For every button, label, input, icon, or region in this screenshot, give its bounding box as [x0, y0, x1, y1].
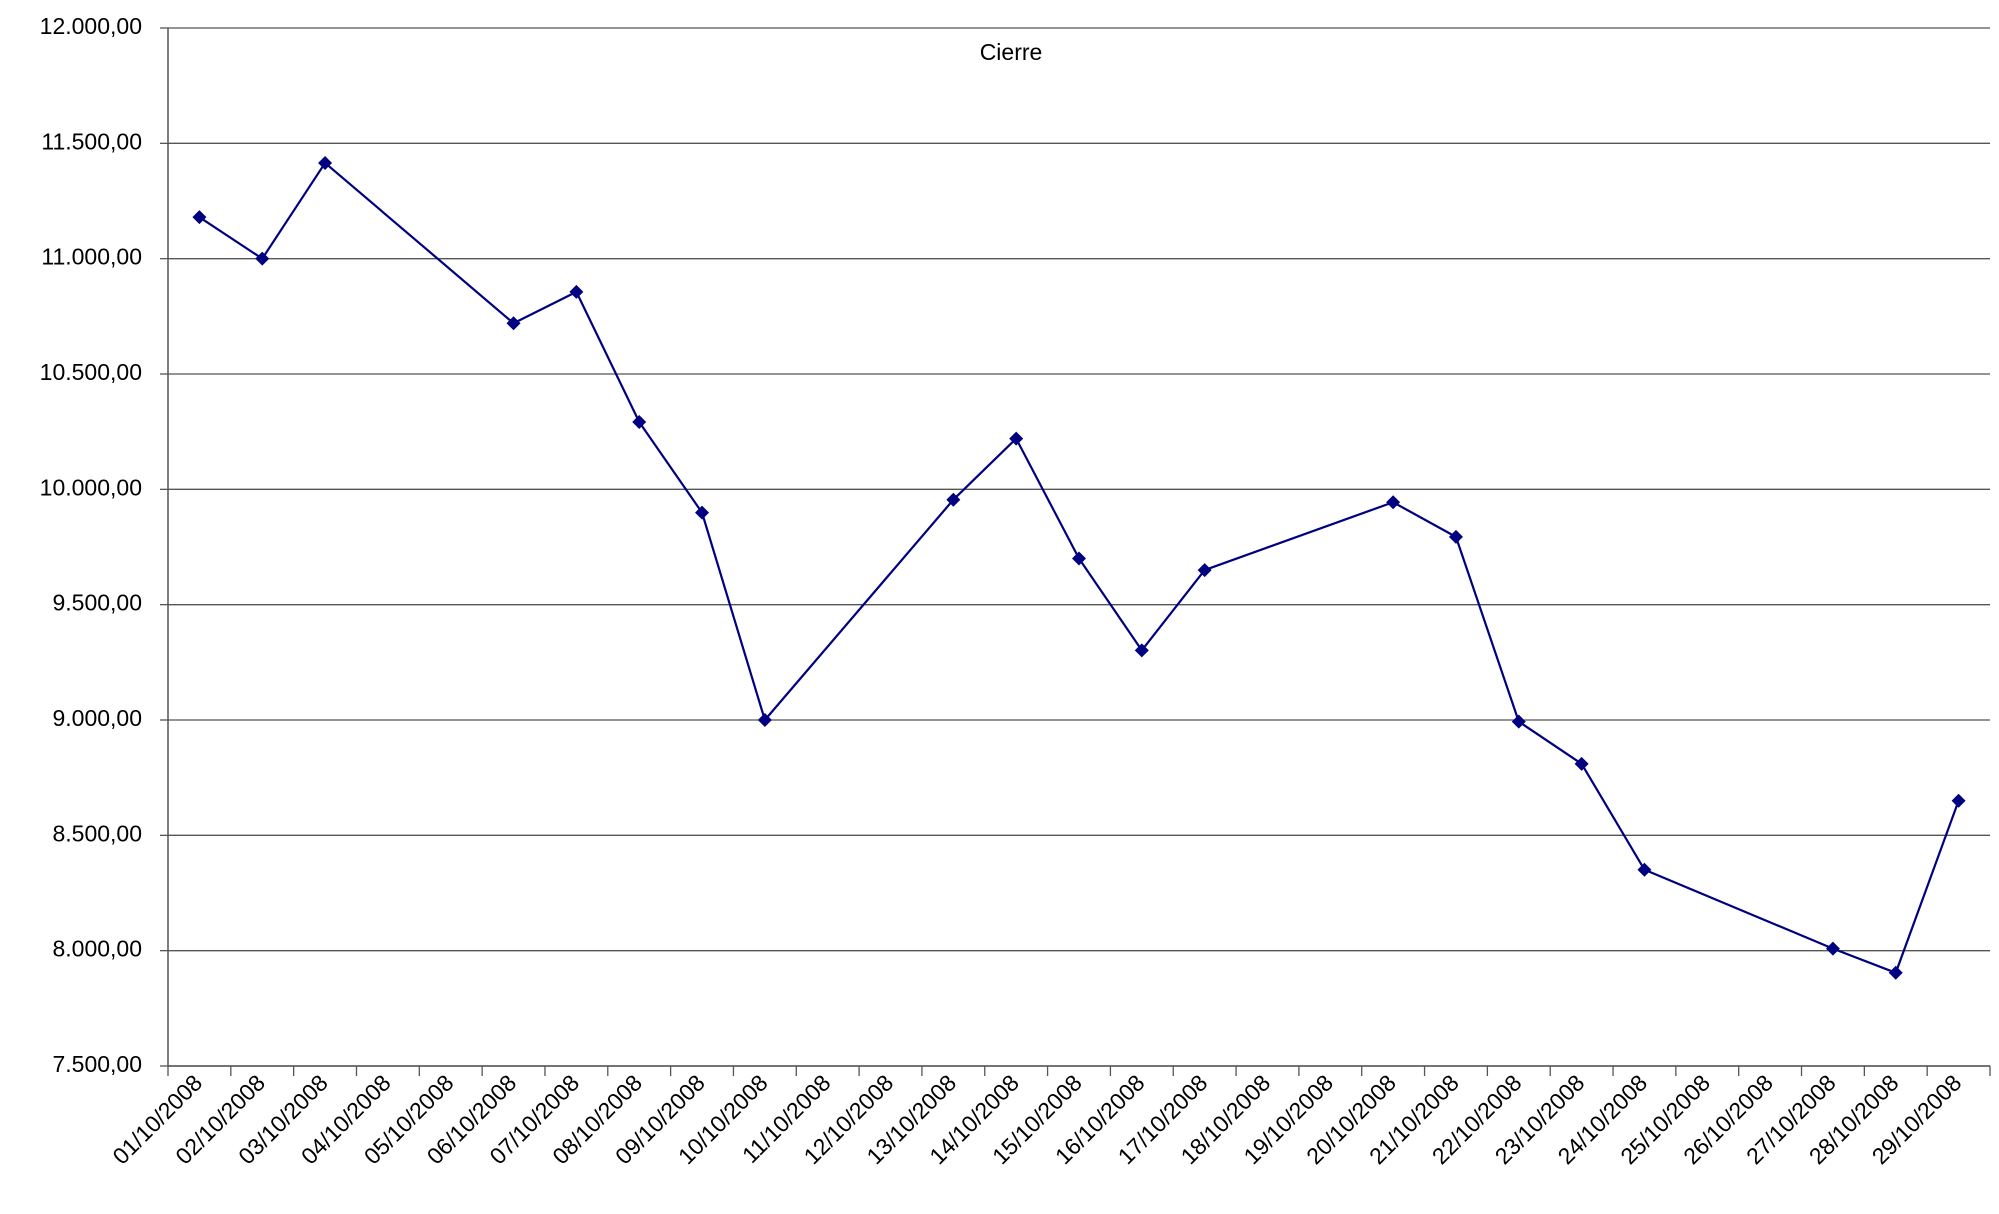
line-segment: [638, 421, 703, 514]
data-point: [192, 210, 207, 225]
y-tick-label: 10.000,00: [40, 474, 142, 500]
data-point: [1134, 643, 1149, 658]
data-point: [1448, 529, 1463, 544]
data-point: [757, 713, 772, 727]
data-point: [255, 251, 270, 266]
line-segment: [1580, 763, 1646, 871]
data-point: [1072, 551, 1086, 566]
line-segment: [1644, 868, 1834, 950]
data-point: [506, 316, 521, 331]
y-tick-label: 7.500,00: [52, 1051, 142, 1077]
data-point: [632, 414, 647, 429]
line-segment: [1518, 720, 1583, 765]
data-point: [1574, 756, 1589, 771]
line-segment: [513, 290, 577, 325]
y-tick-label: 12.000,00: [40, 13, 142, 39]
line-segment: [1015, 438, 1080, 560]
line-segment: [1832, 947, 1897, 974]
data-point: [1386, 495, 1401, 510]
data-point: [1951, 793, 1966, 808]
y-tick-label: 9.000,00: [52, 705, 142, 731]
data-point: [946, 492, 961, 507]
data-point: [569, 284, 584, 299]
y-tick-label: 10.500,00: [40, 359, 142, 385]
line-segment: [764, 498, 955, 721]
line-segment: [700, 512, 766, 721]
y-tick-label: 9.500,00: [52, 590, 142, 616]
chart-title: Cierre: [980, 39, 1043, 65]
line-segment: [198, 216, 263, 260]
data-point: [1511, 714, 1526, 729]
y-tick-label: 8.000,00: [52, 936, 142, 962]
line-segment: [324, 162, 515, 325]
data-point: [695, 505, 710, 520]
line-segment: [1454, 536, 1520, 722]
data-point: [1009, 431, 1024, 446]
line-segment: [1392, 501, 1457, 538]
data-point: [1197, 563, 1212, 578]
line-segment: [952, 437, 1017, 501]
line-segment: [1894, 800, 1960, 974]
data-point: [1637, 862, 1652, 877]
y-tick-label: 11.000,00: [41, 244, 142, 270]
line-segment: [261, 162, 326, 260]
line-segment: [1204, 501, 1394, 572]
y-tick-label: 11.500,00: [41, 128, 142, 154]
y-tick-label: 8.500,00: [52, 820, 142, 846]
data-point: [318, 155, 333, 170]
data-point: [1825, 941, 1840, 956]
line-segment: [1140, 569, 1206, 652]
data-point: [1888, 965, 1903, 980]
line-segment: [1078, 557, 1143, 651]
line-segment: [575, 291, 641, 423]
